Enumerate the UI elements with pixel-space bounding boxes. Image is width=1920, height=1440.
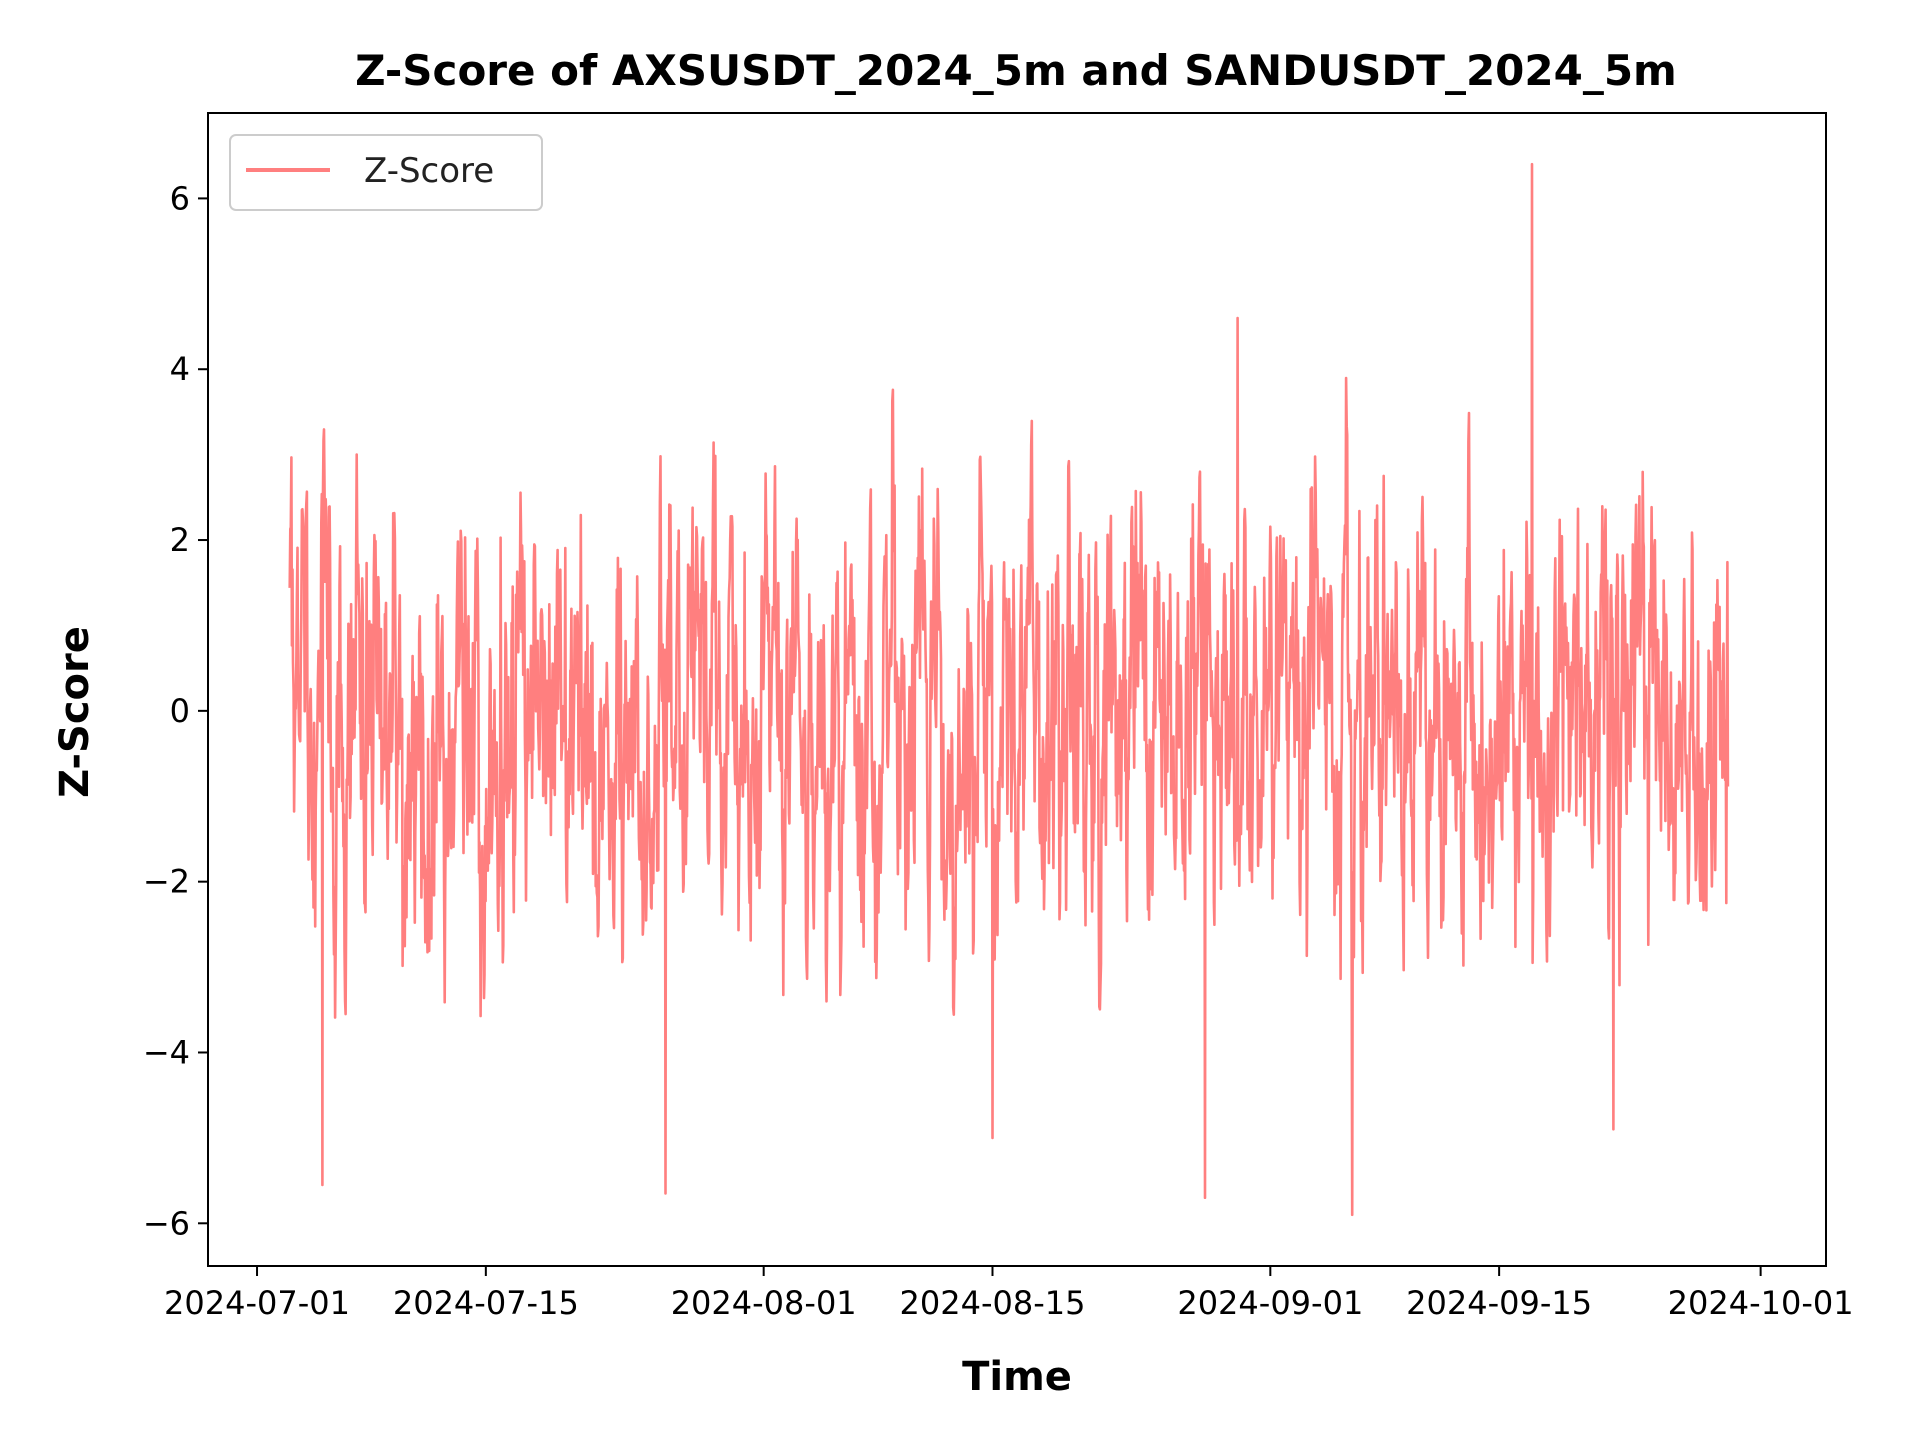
y-tick-label: 4 <box>170 350 190 388</box>
y-tick-label: −4 <box>143 1033 190 1071</box>
plot-area <box>207 112 1827 1267</box>
y-axis: −6 −4 −2 0 2 4 6 <box>143 179 208 1242</box>
y-axis-label: Z-Score <box>52 626 98 798</box>
x-axis: 2024-07-01 2024-07-15 2024-08-01 2024-08-15… <box>164 1266 1854 1322</box>
x-tick-label: 2024-08-01 <box>671 1284 857 1322</box>
x-tick-label: 2024-07-01 <box>164 1284 350 1322</box>
y-tick-label: 6 <box>170 179 190 217</box>
x-tick-label: 2024-08-15 <box>900 1284 1086 1322</box>
x-tick-label: 2024-09-15 <box>1406 1284 1592 1322</box>
x-tick-label: 2024-07-15 <box>393 1284 579 1322</box>
chart-title: Z-Score of AXSUSDT_2024_5m and SANDUSDT_… <box>355 46 1677 95</box>
x-tick-label: 2024-10-01 <box>1668 1284 1854 1322</box>
plot-frame <box>207 112 1827 1267</box>
y-tick-label: −2 <box>143 863 190 901</box>
legend-entry-z-score: Z-Score <box>364 151 494 191</box>
series-line-z-score <box>288 162 1730 1217</box>
legend: Z-Score <box>229 134 543 211</box>
y-tick-label: −6 <box>143 1204 190 1242</box>
y-tick-label: 0 <box>170 692 190 730</box>
legend-box <box>229 134 543 211</box>
y-tick-label: 2 <box>170 521 190 559</box>
x-tick-label: 2024-09-01 <box>1177 1284 1363 1322</box>
x-axis-label: Time <box>962 1354 1072 1400</box>
series-group <box>288 162 1730 1217</box>
